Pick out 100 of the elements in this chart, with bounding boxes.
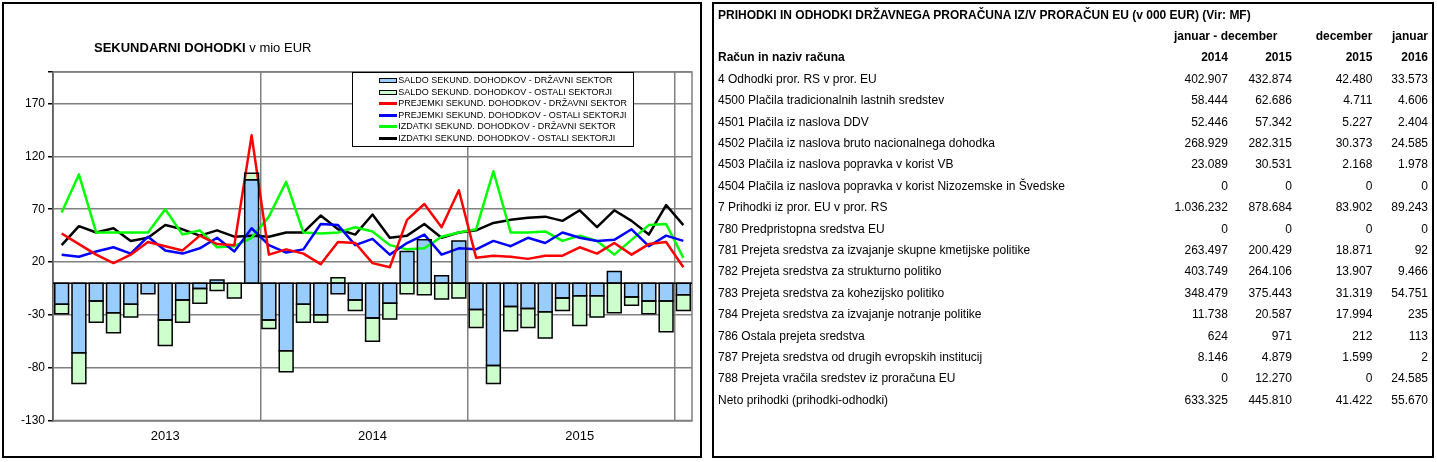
- data-label: 1.036.232: [1173, 199, 1229, 217]
- legend-label: IZDATKI SEKUND. DOHODKOV - OSTALI SEKTORJI: [397, 132, 617, 144]
- x-tick-label: 2015: [565, 427, 595, 443]
- data-label: 403.749: [1183, 263, 1229, 281]
- data-label: 633.325: [1183, 391, 1229, 409]
- data-label: 348.479: [1183, 284, 1229, 302]
- data-label: 235: [1406, 306, 1429, 324]
- data-label: 4.606: [1396, 92, 1429, 110]
- category-label: 4504 Plačila iz naslova popravka v korist Nizozemske in Švedske: [717, 177, 1066, 195]
- text: 2014: [1200, 49, 1229, 67]
- text: 2015: [1344, 49, 1374, 67]
- category-label: 4503 Plačila iz naslova popravka v korist VB: [717, 156, 955, 174]
- data-label: 200.429: [1247, 242, 1293, 259]
- text: januar: [1390, 28, 1429, 46]
- data-label: 33.573: [1390, 70, 1429, 88]
- category-label: 4 Odhodki pror. RS v pror. EU: [717, 70, 878, 88]
- y-tick-label: 20: [31, 254, 46, 269]
- data-label: 55.670: [1390, 391, 1429, 409]
- data-label: 971: [1270, 327, 1293, 345]
- text: januar - december: [1172, 28, 1279, 46]
- category-label: 4502 Plačila iz naslova bruto nacionalnega dohodka: [717, 135, 996, 153]
- category-label: Neto prihodki (prihodki-odhodki): [717, 391, 890, 409]
- data-label: 4.879: [1260, 348, 1293, 366]
- data-label: 113: [1407, 327, 1429, 345]
- data-label: 432.874: [1247, 70, 1293, 88]
- data-label: 18.871: [1334, 242, 1374, 259]
- data-label: 58.444: [1190, 92, 1229, 110]
- text: 2016: [1400, 49, 1429, 67]
- data-label: 375.443: [1247, 284, 1293, 302]
- y-tick-label: -130: [20, 412, 46, 427]
- data-label: 20.587: [1254, 306, 1293, 324]
- y-tick-label: 120: [24, 148, 46, 163]
- data-label: 0: [1220, 220, 1229, 238]
- data-label: 24.585: [1390, 135, 1429, 153]
- data-label: 0: [1364, 177, 1374, 195]
- data-label: 83.902: [1334, 199, 1374, 217]
- data-label: 30.531: [1254, 156, 1293, 174]
- data-label: 13.907: [1334, 263, 1374, 281]
- data-label: 0: [1364, 220, 1374, 238]
- data-label: 92: [1413, 242, 1429, 259]
- category-label: 4500 Plačila tradicionalnih lastnih sredstev: [717, 92, 946, 110]
- data-label: 282.315: [1247, 135, 1293, 153]
- data-label: 1.978: [1396, 156, 1429, 174]
- category-label: 4501 Plačila iz naslova DDV: [717, 113, 870, 131]
- legend-label: SALDO SEKUND. DOHODKOV - DRŽAVNI SEKTOR: [397, 75, 614, 87]
- text: Račun in naziv računa: [717, 49, 846, 67]
- data-label: 2.168: [1341, 156, 1374, 174]
- data-label: 0: [1284, 220, 1293, 238]
- data-label: 23.089: [1190, 156, 1229, 174]
- data-label: 52.446: [1190, 113, 1229, 131]
- data-label: 8.146: [1196, 348, 1229, 366]
- data-label: 0: [1284, 177, 1293, 195]
- legend-label: PREJEMKI SEKUND. DOHODKOV - OSTALI SEKTORJI: [397, 109, 627, 121]
- data-label: 263.497: [1183, 242, 1229, 259]
- data-label: 0: [1364, 370, 1374, 388]
- category-label: 787 Prejeta sredstva od drugih evropskih institucij: [717, 348, 984, 366]
- data-label: 268.929: [1183, 135, 1229, 153]
- data-label: 17.994: [1334, 306, 1374, 324]
- data-label: 62.686: [1254, 92, 1293, 110]
- category-label: 786 Ostala prejeta sredstva: [717, 327, 866, 345]
- data-label: 5.227: [1341, 113, 1374, 131]
- data-label: 264.106: [1247, 263, 1293, 281]
- data-label: 42.480: [1334, 70, 1374, 88]
- data-label: 11.738: [1191, 306, 1229, 324]
- data-label: 57.342: [1254, 113, 1293, 131]
- data-label: 41.422: [1334, 391, 1374, 409]
- category-label: 784 Prejeta sredstva za izvajanje notranje politike: [717, 306, 983, 324]
- data-label: 12.270: [1254, 370, 1293, 388]
- x-tick-label: 2013: [150, 427, 180, 443]
- data-label: 2: [1420, 348, 1429, 366]
- y-tick-label: 70: [31, 201, 46, 216]
- data-label: 2.404: [1396, 113, 1429, 131]
- data-label: 445.810: [1247, 391, 1293, 409]
- text: december: [1314, 28, 1374, 46]
- chart-title: SEKUNDARNI DOHODKI: [94, 40, 246, 55]
- category-label: 782 Prejeta sredstva za strukturno politiko: [717, 263, 943, 281]
- legend-label: PREJEMKI SEKUND. DOHODKOV - DRŽAVNI SEKTOR: [397, 98, 627, 110]
- data-label: 9.466: [1396, 263, 1429, 281]
- data-label: 624: [1206, 327, 1229, 345]
- legend-label: SALDO SEKUND. DOHODKOV - OSTALI SEKTORJI: [397, 86, 613, 98]
- data-label: 31.319: [1334, 284, 1374, 302]
- chart-subtitle: v mio EUR: [248, 40, 312, 55]
- category-label: 7 Prihodki iz pror. EU v pror. RS: [717, 199, 889, 217]
- data-label: 0: [1220, 177, 1229, 195]
- category-label: 788 Prejeta vračila sredstev iz proračuna EU: [717, 370, 957, 388]
- y-tick-label: -30: [27, 307, 46, 322]
- text: 2015: [1264, 49, 1293, 67]
- data-label: 0: [1420, 220, 1429, 238]
- data-label: 402.907: [1183, 70, 1229, 88]
- data-label: 0: [1420, 177, 1429, 195]
- data-label: 4.711: [1342, 92, 1374, 110]
- data-label: 212: [1351, 327, 1374, 345]
- data-label: 30.373: [1334, 135, 1374, 153]
- data-label: 54.751: [1390, 284, 1429, 302]
- category-label: 780 Predpristopna sredstva EU: [717, 220, 886, 238]
- data-label: 0: [1220, 370, 1229, 388]
- data-label: 89.243: [1390, 199, 1429, 217]
- legend-label: IZDATKI SEKUND. DOHODKOV - DRŽAVNI SEKTOR: [397, 121, 617, 133]
- x-tick-label: 2014: [358, 427, 387, 443]
- category-label: 783 Prejeta sredstva za kohezijsko politiko: [717, 284, 946, 302]
